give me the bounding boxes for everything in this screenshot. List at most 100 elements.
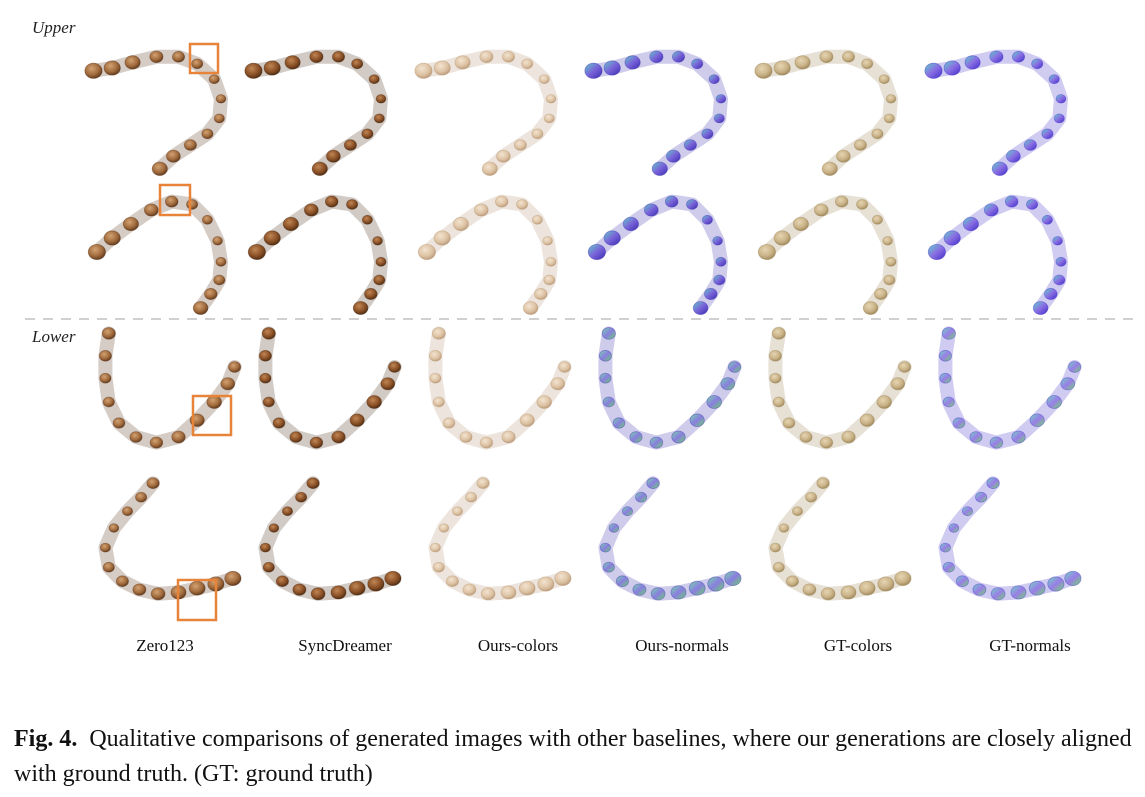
tooth [706, 395, 722, 409]
tile-lower-2-ours-normals [598, 476, 742, 601]
tooth [171, 51, 186, 63]
tooth [894, 570, 912, 586]
tooth [792, 216, 809, 232]
tooth [432, 396, 445, 408]
highlight-box [191, 394, 233, 437]
tile-upper-1-gt-normals [924, 49, 1068, 176]
tooth [558, 361, 572, 373]
arch-band [98, 326, 242, 450]
tooth [1006, 149, 1021, 163]
tooth [769, 542, 781, 553]
tooth [429, 542, 441, 553]
tooth [942, 396, 955, 408]
arch-band [589, 194, 728, 315]
tooth [519, 413, 535, 427]
tooth [346, 199, 359, 210]
tooth [331, 430, 346, 444]
tooth [602, 561, 615, 573]
tooth [772, 396, 785, 408]
tooth [649, 436, 664, 449]
column-label-ours-colors: Ours-colors [477, 636, 559, 655]
tooth [445, 575, 459, 587]
tooth [433, 60, 451, 76]
tooth [247, 243, 266, 261]
tooth [858, 580, 876, 596]
tooth [124, 55, 141, 70]
tooth [1011, 430, 1026, 444]
tooth [554, 570, 572, 586]
tooth [494, 195, 509, 208]
tooth [670, 585, 687, 600]
tooth [150, 587, 166, 601]
tooth [518, 580, 536, 596]
tooth [754, 62, 773, 79]
tooth [343, 139, 357, 151]
tooth [331, 51, 346, 63]
tooth [975, 491, 988, 503]
tooth [213, 113, 225, 124]
tooth [429, 372, 442, 384]
tooth [311, 161, 328, 176]
tooth [164, 195, 179, 208]
tooth [451, 506, 463, 517]
tooth [671, 51, 686, 63]
tooth [545, 94, 557, 104]
tooth [351, 58, 364, 70]
tooth [87, 243, 106, 261]
tooth [1044, 288, 1058, 300]
tooth [1048, 74, 1060, 85]
tooth [545, 256, 557, 267]
tooth [303, 203, 319, 217]
tooth [861, 58, 874, 70]
tooth [816, 477, 830, 489]
tooth [501, 51, 516, 63]
tooth [1026, 199, 1039, 210]
arch-band [258, 326, 402, 450]
tooth [1041, 128, 1054, 140]
tooth [259, 542, 271, 553]
tooth [688, 580, 706, 596]
tooth [1060, 377, 1076, 391]
tooth [955, 575, 969, 587]
tooth [366, 395, 382, 409]
tooth [480, 587, 496, 601]
tooth [1028, 580, 1046, 596]
tooth [794, 55, 811, 70]
tooth [513, 139, 527, 151]
tooth [224, 570, 242, 586]
tooth [773, 60, 791, 76]
tooth [115, 575, 129, 587]
tooth [282, 216, 299, 232]
tooth [442, 417, 456, 429]
tooth [646, 477, 660, 489]
tooth [671, 430, 686, 444]
tooth [651, 161, 668, 176]
caption-text: Qualitative comparisons of generated ima… [14, 726, 1132, 787]
arch-band [89, 194, 228, 315]
tooth [501, 430, 516, 444]
tooth [772, 561, 785, 573]
tooth [778, 523, 790, 533]
tooth [715, 256, 727, 267]
tooth [1055, 94, 1067, 104]
highlight-box [188, 42, 220, 75]
tooth [1031, 58, 1044, 70]
tooth [521, 58, 534, 70]
tooth [587, 243, 606, 261]
tooth [768, 350, 782, 362]
tooth [108, 523, 120, 533]
tooth [643, 203, 659, 217]
tooth [707, 576, 725, 592]
tooth [149, 436, 164, 449]
tooth [352, 301, 369, 315]
tooth [769, 372, 782, 384]
tooth [186, 199, 199, 210]
tooth [686, 199, 699, 210]
tooth [969, 431, 983, 443]
tooth [841, 51, 856, 63]
tooth [414, 62, 433, 79]
tooth [281, 506, 293, 517]
tooth [171, 430, 186, 444]
tooth [632, 583, 647, 596]
tooth [188, 580, 206, 596]
